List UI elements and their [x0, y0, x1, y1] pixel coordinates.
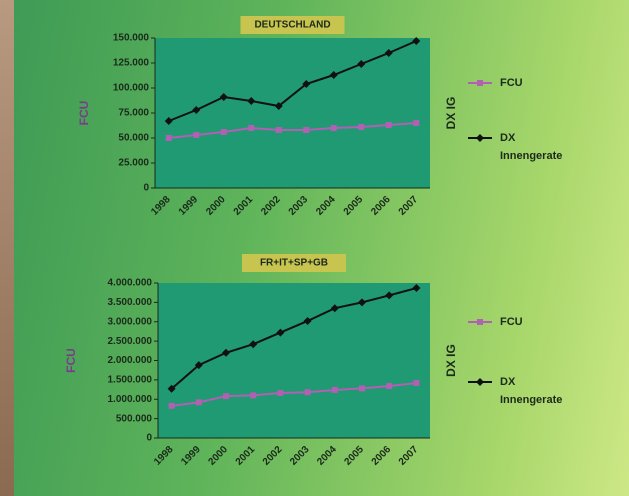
x-tick-label: 1999 — [179, 444, 203, 468]
legend-marker — [476, 378, 484, 386]
y-tick-label: 100.000 — [113, 83, 150, 94]
plot-area — [158, 283, 430, 438]
y-tick-label: 3.500.000 — [108, 297, 153, 308]
x-tick-label: 2001 — [232, 194, 256, 218]
x-tick-label: 2006 — [370, 444, 394, 468]
x-tick-label: 2000 — [204, 194, 228, 218]
chart-title: FR+IT+SP+GB — [260, 258, 328, 269]
x-tick-label: 2002 — [259, 194, 283, 218]
y-tick-label: 4.000.000 — [108, 278, 153, 289]
x-tick-label: 2001 — [234, 444, 258, 468]
slide: DEUTSCHLAND FCU DX IG 0 25.000 50.000 75.000 10… — [0, 0, 629, 496]
x-tick-label: 1998 — [152, 444, 176, 468]
point-marker — [303, 127, 309, 133]
y-axis-label: FCU — [77, 101, 91, 126]
y-tick-label: 1.000.000 — [108, 394, 153, 405]
point-marker — [331, 125, 337, 131]
point-marker — [332, 387, 338, 393]
y-tick-label: 0 — [146, 433, 152, 444]
y-tick-label: 0 — [143, 183, 149, 194]
x-tick-label: 2002 — [261, 444, 285, 468]
point-marker — [248, 125, 254, 131]
point-marker — [276, 127, 282, 133]
y-tick-label: 2.000.000 — [108, 355, 153, 366]
x-tick-label: 2006 — [369, 194, 393, 218]
legend-label: FCU — [500, 313, 590, 331]
y-tick-label: 150.000 — [113, 33, 150, 44]
y-tick-label: 125.000 — [113, 58, 150, 69]
x-tick-label: 2007 — [397, 444, 421, 468]
point-marker — [196, 399, 202, 405]
point-marker — [386, 122, 392, 128]
legend-marker — [476, 134, 484, 142]
y-tick-label: 75.000 — [118, 108, 149, 119]
point-marker — [277, 390, 283, 396]
legend-marker — [477, 80, 483, 86]
point-marker — [413, 380, 419, 386]
chart-title: DEUTSCHLAND — [254, 20, 330, 31]
point-marker — [166, 135, 172, 141]
x-tick-label: 1999 — [177, 194, 201, 218]
x-tick-label: 2003 — [287, 194, 311, 218]
point-marker — [250, 392, 256, 398]
point-marker — [386, 383, 392, 389]
right-label: DX IG — [444, 97, 458, 130]
point-marker — [223, 393, 229, 399]
y-tick-label: 2.500.000 — [108, 336, 153, 347]
y-tick-label: 500.000 — [116, 413, 153, 424]
legend-label: DX Innengerate — [500, 129, 570, 165]
point-marker — [305, 389, 311, 395]
point-marker — [169, 403, 175, 409]
x-tick-label: 2005 — [342, 194, 366, 218]
point-marker — [359, 385, 365, 391]
x-tick-label: 2005 — [342, 444, 366, 468]
y-axis-label: FCU — [64, 348, 78, 373]
y-tick-label: 1.500.000 — [108, 375, 153, 386]
legend-label: FCU — [500, 74, 590, 92]
x-tick-label: 2000 — [206, 444, 230, 468]
point-marker — [358, 124, 364, 130]
right-label: DX IG — [444, 344, 458, 377]
point-marker — [193, 132, 199, 138]
legend-label: DX Innengerate — [500, 373, 570, 409]
point-marker — [221, 129, 227, 135]
x-tick-label: 2004 — [315, 444, 339, 468]
x-tick-label: 2003 — [288, 444, 312, 468]
x-tick-label: 2007 — [397, 194, 421, 218]
y-tick-label: 3.000.000 — [108, 316, 153, 327]
point-marker — [413, 120, 419, 126]
legend-marker — [477, 319, 483, 325]
y-tick-label: 50.000 — [118, 133, 149, 144]
x-tick-label: 2004 — [314, 194, 338, 218]
y-tick-label: 25.000 — [118, 158, 149, 169]
x-tick-label: 1998 — [149, 194, 173, 218]
